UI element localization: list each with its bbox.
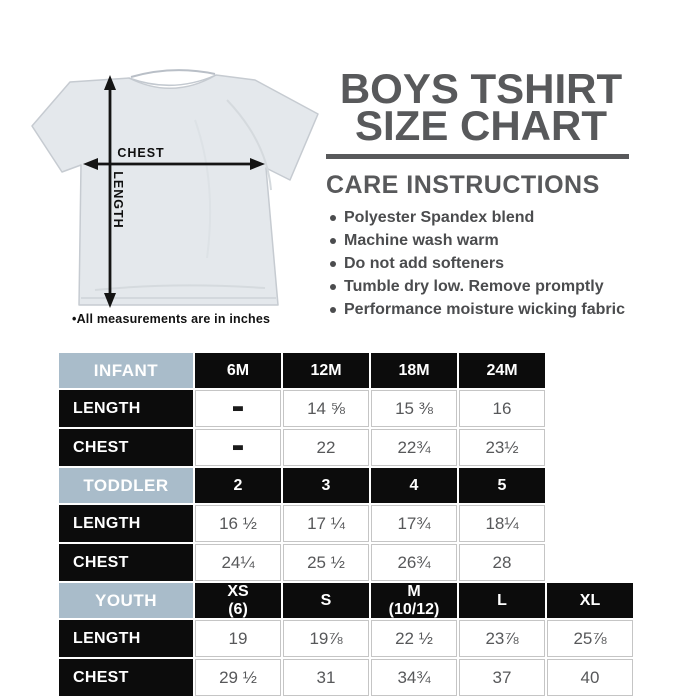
value-cell: 24¼ xyxy=(195,544,281,581)
value-cell: 22¾ xyxy=(371,429,457,466)
collar-inner-line xyxy=(128,74,217,86)
size-header-cell: 6M xyxy=(195,353,281,388)
care-item-text: Polyester Spandex blend xyxy=(344,209,535,226)
row-label-cell: LENGTH xyxy=(59,390,193,427)
care-item: Polyester Spandex blend xyxy=(326,209,636,227)
value-cell: ▬ xyxy=(195,390,281,427)
size-header-cell: L xyxy=(459,583,545,618)
tshirt-shape xyxy=(31,74,319,306)
table-row-toddler-chest: CHEST 24¼ 25 ½ 26¾ 28 xyxy=(59,544,633,581)
value-cell: 34¾ xyxy=(371,659,457,696)
care-item-text: Machine wash warm xyxy=(344,232,499,249)
title-divider xyxy=(326,154,629,159)
size-header-cell: 4 xyxy=(371,468,457,503)
fabric-crease xyxy=(194,119,212,259)
value-cell: 18¼ xyxy=(459,505,545,542)
bullet-icon xyxy=(330,261,336,267)
size-header-cell: 18M xyxy=(371,353,457,388)
size-header-cell: 12M xyxy=(283,353,369,388)
chest-arrow xyxy=(83,158,265,170)
value-cell: 22 ½ xyxy=(371,620,457,657)
value-cell: 26¾ xyxy=(371,544,457,581)
value-cell: 25⅞ xyxy=(547,620,633,657)
table-row-youth-header: YOUTH XS (6) S M (10/12) L XL xyxy=(59,583,633,618)
size-header-cell: 24M xyxy=(459,353,545,388)
fabric-crease xyxy=(226,99,272,191)
size-header-cell: 3 xyxy=(283,468,369,503)
chest-label: CHEST xyxy=(117,146,164,160)
value-cell: 14 ⅝ xyxy=(283,390,369,427)
value-cell: 29 ½ xyxy=(195,659,281,696)
table-row-toddler-header: TODDLER 2 3 4 5 xyxy=(59,468,633,503)
value-cell: 25 ½ xyxy=(283,544,369,581)
care-instructions-list: Polyester Spandex blend Machine wash war… xyxy=(326,209,636,319)
size-header-cell: S xyxy=(283,583,369,618)
size-header-cell: XS (6) xyxy=(195,583,281,618)
care-item-text: Performance moisture wicking fabric xyxy=(344,301,625,318)
value-cell: 31 xyxy=(283,659,369,696)
value-cell: ▬ xyxy=(195,429,281,466)
bullet-icon xyxy=(330,215,336,221)
care-item: Machine wash warm xyxy=(326,232,636,250)
section-header-cell: INFANT xyxy=(59,353,193,388)
care-item: Do not add softeners xyxy=(326,255,636,273)
value-cell: 17 ¼ xyxy=(283,505,369,542)
size-header-cell: 2 xyxy=(195,468,281,503)
length-label: LENGTH xyxy=(111,171,125,228)
section-header-cell: YOUTH xyxy=(59,583,193,618)
value-cell: 16 xyxy=(459,390,545,427)
row-label-cell: LENGTH xyxy=(59,505,193,542)
size-header-cell: M (10/12) xyxy=(371,583,457,618)
value-cell: 22 xyxy=(283,429,369,466)
row-label-cell: CHEST xyxy=(59,659,193,696)
table-row-toddler-length: LENGTH 16 ½ 17 ¼ 17¾ 18¼ xyxy=(59,505,633,542)
care-item-text: Do not add softeners xyxy=(344,255,505,272)
bullet-icon xyxy=(330,307,336,313)
care-item: Performance moisture wicking fabric xyxy=(326,301,636,319)
bullet-icon xyxy=(330,284,336,290)
collar-outline xyxy=(130,69,216,78)
care-item-text: Tumble dry low. Remove promptly xyxy=(344,278,604,295)
value-cell: 19⅞ xyxy=(283,620,369,657)
info-block: BOYS TSHIRT SIZE CHART CARE INSTRUCTIONS… xyxy=(326,65,636,324)
length-arrow xyxy=(104,75,116,308)
value-cell: 23⅞ xyxy=(459,620,545,657)
bullet-icon xyxy=(330,238,336,244)
section-header-cell: TODDLER xyxy=(59,468,193,503)
row-label-cell: LENGTH xyxy=(59,620,193,657)
value-cell: 28 xyxy=(459,544,545,581)
value-cell: 40 xyxy=(547,659,633,696)
value-cell: 19 xyxy=(195,620,281,657)
value-cell: 17¾ xyxy=(371,505,457,542)
care-item: Tumble dry low. Remove promptly xyxy=(326,278,636,296)
value-cell: 15 ⅜ xyxy=(371,390,457,427)
table-row-infant-chest: CHEST ▬ 22 22¾ 23½ xyxy=(59,429,633,466)
size-header-cell: XL xyxy=(547,583,633,618)
row-label-cell: CHEST xyxy=(59,544,193,581)
table-row-infant-header: INFANT 6M 12M 18M 24M xyxy=(59,353,633,388)
tshirt-diagram: CHEST LENGTH xyxy=(31,69,319,308)
page-title-line2: SIZE CHART xyxy=(355,102,607,149)
size-header-cell: 5 xyxy=(459,468,545,503)
value-cell: 16 ½ xyxy=(195,505,281,542)
table-row-youth-chest: CHEST 29 ½ 31 34¾ 37 40 xyxy=(59,659,633,696)
table-row-youth-length: LENGTH 19 19⅞ 22 ½ 23⅞ 25⅞ xyxy=(59,620,633,657)
fabric-crease xyxy=(94,284,266,291)
value-cell: 23½ xyxy=(459,429,545,466)
row-label-cell: CHEST xyxy=(59,429,193,466)
measurement-note: •All measurements are in inches xyxy=(72,312,271,326)
value-cell: 37 xyxy=(459,659,545,696)
care-instructions-heading: CARE INSTRUCTIONS xyxy=(326,171,600,199)
table-row-infant-length: LENGTH ▬ 14 ⅝ 15 ⅜ 16 xyxy=(59,390,633,427)
page-title-line1: BOYS TSHIRT xyxy=(339,65,623,112)
size-table: INFANT 6M 12M 18M 24M LENGTH ▬ 14 ⅝ 15 ⅜… xyxy=(57,351,635,698)
